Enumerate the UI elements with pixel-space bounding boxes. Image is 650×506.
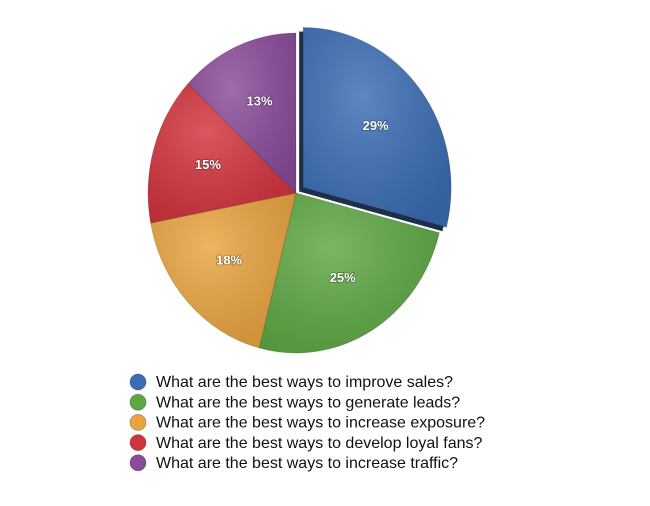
legend: What are the best ways to improve sales?… [129,373,485,472]
value-label: 18% [216,252,242,267]
legend-label: What are the best ways to increase traff… [156,455,458,472]
legend-marker [129,373,147,391]
legend-marker [129,434,147,452]
slice-shading [188,33,296,193]
legend-marker [129,393,147,411]
slice-shading [150,193,296,348]
value-label: 15% [195,157,221,172]
legend-label: What are the best ways to generate leads… [156,394,460,411]
slice-shading [259,193,440,353]
legend-label: What are the best ways to improve sales? [156,374,453,391]
legend-label: What are the best ways to increase expos… [156,415,485,432]
value-label: 13% [247,93,273,108]
slice-shading [303,27,452,228]
legend-marker [129,413,147,431]
legend-label: What are the best ways to develop loyal … [156,435,483,452]
value-label: 29% [363,118,389,133]
value-label: 25% [330,270,356,285]
pie: 29% 25% 18% 15% 13% [147,26,452,354]
slice-shading [148,83,296,223]
legend-marker [129,454,147,472]
